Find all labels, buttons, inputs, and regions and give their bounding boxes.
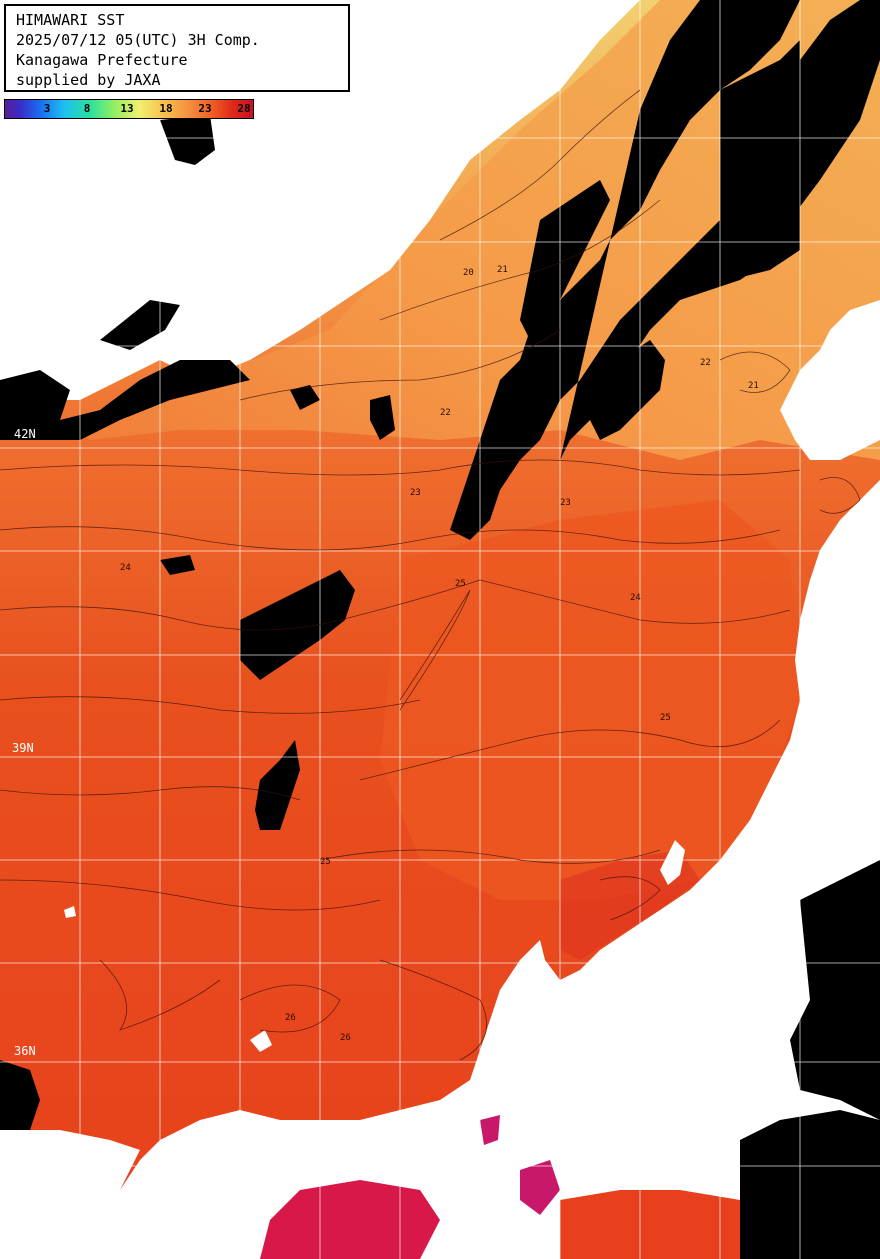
colorbar-tick: 23 (198, 102, 212, 115)
lat-label-36n: 36N (14, 1044, 36, 1058)
contour-label: 22 (700, 358, 711, 368)
warm-water-region (380, 500, 800, 900)
contour-label: 21 (748, 381, 759, 391)
land-oshima (820, 380, 880, 430)
lat-label-39n: 39N (12, 741, 34, 755)
contour-label: 25 (320, 857, 331, 867)
title-line-region: Kanagawa Prefecture (16, 51, 188, 69)
land-inlet (660, 840, 685, 885)
contour-label: 25 (660, 713, 671, 723)
colorbar-tick: 28 (237, 102, 251, 115)
colorbar-tick: 13 (120, 102, 134, 115)
isotherm-contours (0, 89, 861, 1061)
cloud-mid-sea-2 (255, 740, 300, 830)
title-line-product: HIMAWARI SST (16, 11, 125, 29)
title-line-credit: supplied by JAXA (16, 71, 161, 89)
cloud-honshu-east (790, 860, 880, 1120)
colorbar-tick: 18 (159, 102, 173, 115)
land-korea (0, 1130, 140, 1259)
contour-label: 24 (120, 563, 131, 573)
cloud-honshu-south (740, 1110, 880, 1259)
contour-label: 26 (285, 1013, 296, 1023)
colorbar-tick: 8 (83, 102, 91, 115)
lat-label-42n: 42N (14, 427, 36, 441)
cloud-korea (0, 1060, 40, 1130)
cloud-band-3 (590, 340, 665, 440)
hot-spot-small (480, 1115, 500, 1145)
cloud-nw (0, 360, 250, 440)
contour-label: 20 (463, 268, 474, 278)
cloud-small-2 (290, 385, 320, 410)
title-line-datetime: 2025/07/12 05(UTC) 3H Comp. (16, 31, 260, 49)
contour-label: 25 (455, 579, 466, 589)
pacific-warm-strip (560, 1190, 740, 1259)
land-small-island (64, 906, 76, 918)
contour-label: 23 (410, 488, 421, 498)
contour-labels: 20 21 21 22 22 23 23 24 24 25 25 25 26 2… (120, 265, 759, 1043)
contour-label: 26 (340, 1033, 351, 1043)
contour-label: 24 (630, 593, 641, 603)
hot-spot-bay (260, 1180, 440, 1259)
temperature-colorbar: 3 8 13 18 23 28 (4, 99, 254, 119)
hot-spot-south (520, 1160, 560, 1215)
colorbar-tick: 3 (43, 102, 51, 115)
cloud-small-1 (160, 555, 195, 575)
cloud-mid-sea (240, 570, 355, 680)
contour-label: 22 (440, 408, 451, 418)
land-honshu (80, 480, 880, 1259)
contour-label: 21 (497, 265, 508, 275)
title-box: HIMAWARI SST 2025/07/12 05(UTC) 3H Comp.… (4, 4, 350, 92)
cloud-nw-2 (160, 115, 215, 165)
cloud-band-2 (720, 40, 800, 280)
land-sado (250, 1030, 272, 1052)
contour-label: 23 (560, 498, 571, 508)
cloud-small-3 (370, 395, 395, 440)
